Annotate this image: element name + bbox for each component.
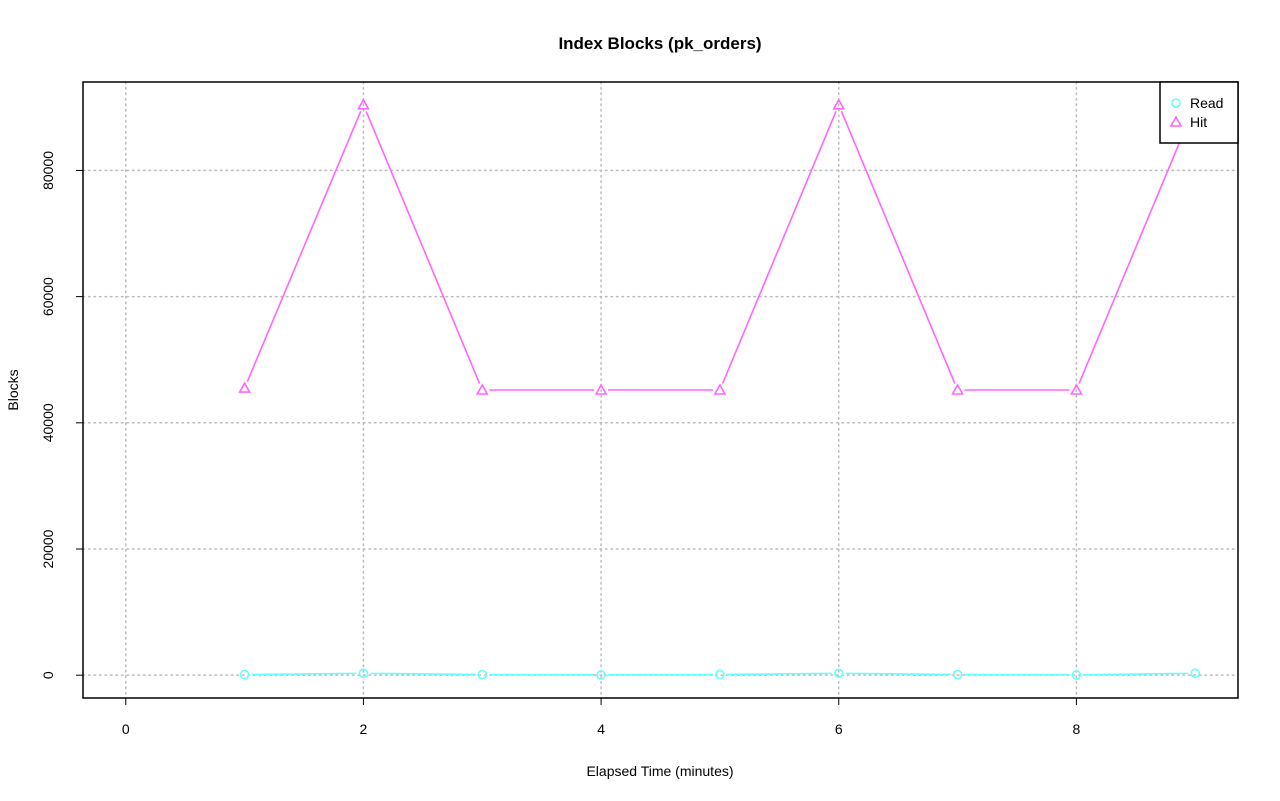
y-tick-label: 20000 (40, 529, 56, 568)
hit-line-segment (840, 110, 956, 384)
y-tick-label: 0 (40, 671, 56, 679)
x-tick-label: 8 (1072, 721, 1080, 737)
hit-point (594, 383, 608, 395)
hit-point (357, 98, 370, 110)
read-line-segment (845, 672, 951, 676)
legend-read-marker (1171, 98, 1181, 108)
read-point (715, 669, 725, 680)
read-point (952, 669, 963, 680)
read-line-segment (1083, 672, 1189, 676)
x-tick-label: 0 (122, 721, 130, 737)
hit-line-segment (1078, 110, 1194, 384)
hit-line-segment (721, 110, 837, 384)
hit-line-segment (246, 110, 362, 382)
read-point (358, 668, 369, 679)
y-tick-label: 80000 (40, 151, 56, 190)
y-axis-label: Blocks (5, 369, 21, 410)
hit-point (713, 383, 727, 395)
plot-frame (82, 81, 1239, 699)
read-point (596, 670, 606, 680)
read-point (477, 669, 488, 680)
read-line-segment (251, 672, 357, 676)
y-tick-label: 60000 (40, 277, 56, 316)
x-tick-label: 4 (597, 721, 605, 737)
read-point (1190, 668, 1201, 679)
legend-hit-marker (1169, 115, 1183, 127)
hit-point (1070, 383, 1083, 395)
hit-point (238, 381, 251, 393)
read-point (239, 669, 250, 680)
hit-point (832, 98, 846, 110)
legend-box (1159, 81, 1239, 144)
axes: 0 2 4 6 8 0 20000 40000 60000 80000 (40, 151, 1080, 737)
y-tick-label: 40000 (40, 403, 56, 442)
read-line-segment (370, 672, 476, 676)
x-tick-label: 2 (360, 721, 368, 737)
read-point (1071, 670, 1082, 680)
legend: Read Hit (1159, 81, 1239, 144)
hit-point (475, 383, 489, 395)
chart-title: Index Blocks (pk_orders) (558, 34, 761, 53)
series-layer (238, 98, 1202, 680)
hit-line-segment (365, 110, 481, 384)
x-axis-label: Elapsed Time (minutes) (586, 763, 733, 779)
read-line-segment (726, 672, 832, 676)
read-point (833, 668, 844, 679)
legend-read-label: Read (1190, 95, 1223, 111)
hit-point (951, 383, 964, 395)
x-tick-label: 6 (835, 721, 843, 737)
legend-hit-label: Hit (1190, 114, 1207, 130)
